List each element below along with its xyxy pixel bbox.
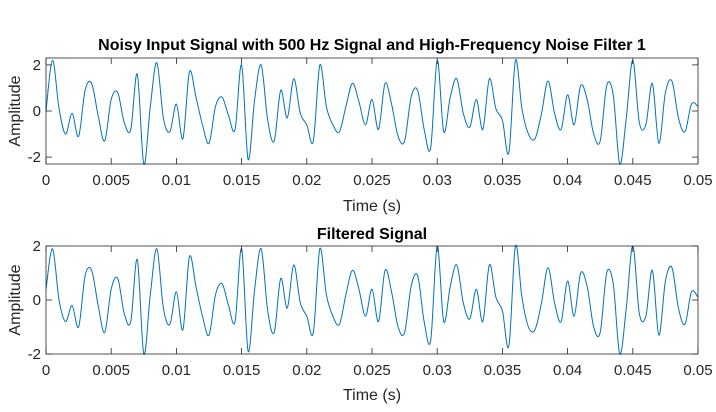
x-tick-label: 0.01: [162, 362, 191, 379]
y-axis-label: Amplitude: [7, 264, 24, 335]
x-axis-label: Time (s): [343, 198, 401, 215]
series-line: [45, 59, 699, 165]
x-tick-label: 0.05: [683, 362, 712, 379]
x-tick-label: 0.005: [92, 362, 130, 379]
x-tick-label: 0.025: [353, 362, 391, 379]
x-tick-label: 0.03: [423, 362, 452, 379]
x-tick-label: 0.035: [484, 172, 522, 189]
x-tick-label: 0.045: [614, 362, 652, 379]
x-tick-label: 0.035: [484, 362, 522, 379]
x-tick-label: 0.05: [683, 172, 712, 189]
x-tick-label: 0: [42, 172, 50, 189]
axes-box: [45, 245, 699, 355]
x-tick-label: 0.005: [92, 172, 130, 189]
x-axis-label: Time (s): [343, 387, 401, 404]
x-tick-label: 0.015: [223, 172, 261, 189]
x-tick-label: 0: [42, 362, 50, 379]
x-tick-label: 0.02: [292, 172, 321, 189]
y-tick-label: 2: [33, 57, 41, 74]
subplot-filtered: Filtered Signal 0 0.005 0.01 0.015 0.02 0.025…: [7, 226, 713, 404]
chart-title: Noisy Input Signal with 500 Hz Signal an…: [98, 37, 646, 54]
x-tick-label: 0.04: [553, 362, 582, 379]
x-tick-label: 0.04: [553, 172, 582, 189]
y-axis-label: Amplitude: [7, 75, 24, 146]
y-tick-label: 2: [33, 238, 41, 255]
y-tick-label: -2: [28, 149, 41, 166]
subplot-noisy-input: Noisy Input Signal with 500 Hz Signal an…: [7, 37, 713, 215]
x-tick-label: 0.03: [423, 172, 452, 189]
x-tick-label: 0.01: [162, 172, 191, 189]
x-tick-label: 0.025: [353, 172, 391, 189]
x-tick-label: 0.045: [614, 172, 652, 189]
y-tick-label: 0: [33, 103, 41, 120]
axes-box: [45, 57, 699, 165]
series-line: [45, 244, 699, 355]
x-tick-label: 0.015: [223, 362, 261, 379]
chart-title: Filtered Signal: [317, 226, 427, 243]
y-tick-label: 0: [33, 292, 41, 309]
y-tick-label: -2: [28, 346, 41, 363]
x-tick-label: 0.02: [292, 362, 321, 379]
